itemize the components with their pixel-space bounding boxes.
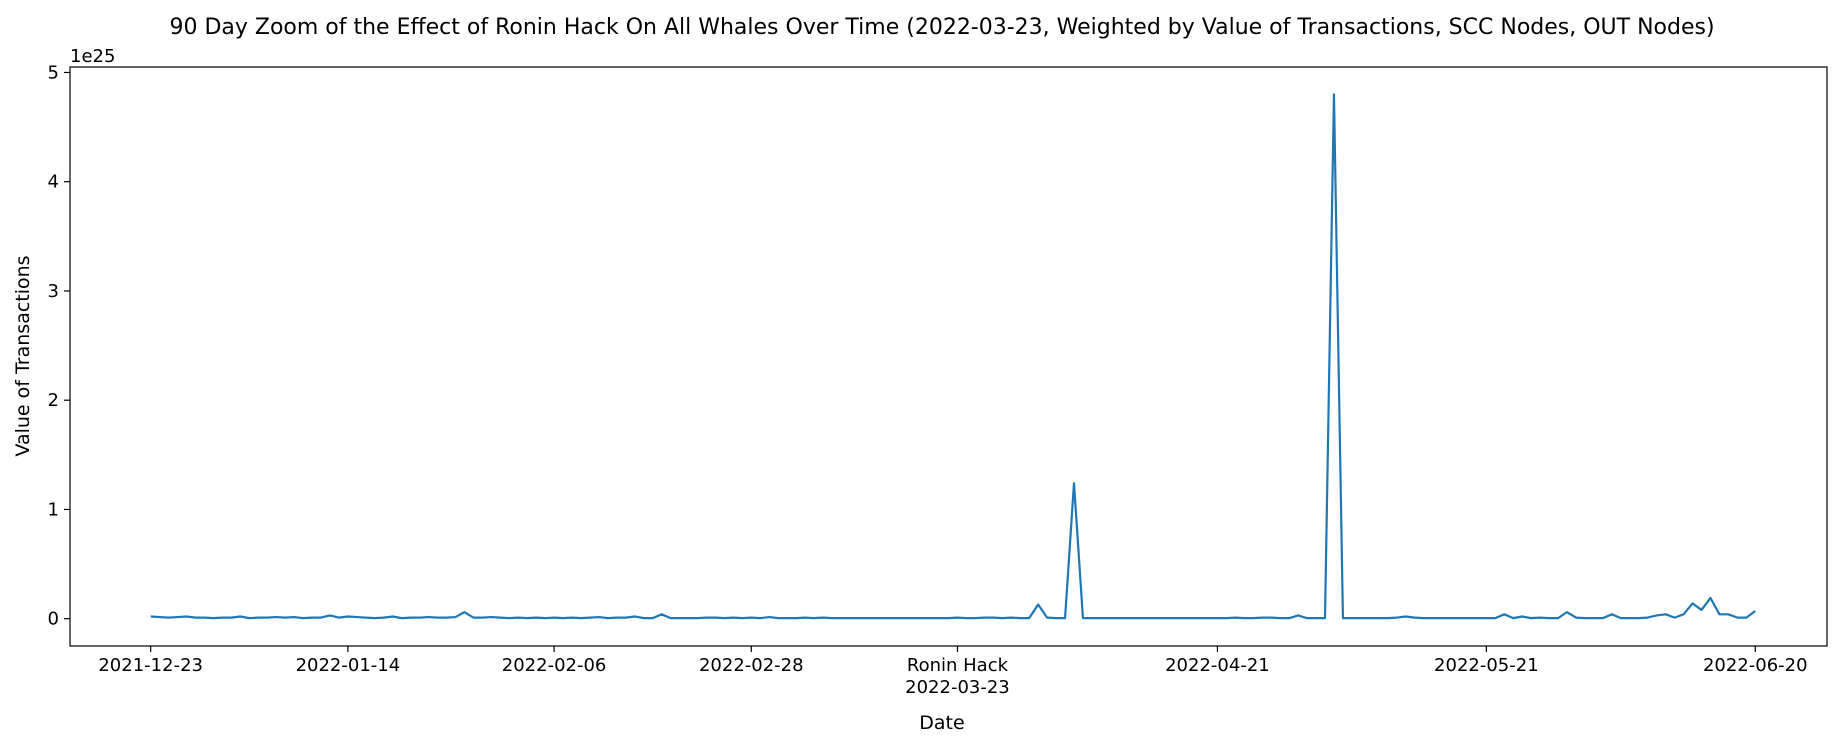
y-axis-label: Value of Transactions bbox=[12, 255, 34, 456]
x-axis: 2021-12-23 2022-01-14 2022-02-06 2022-02-28… bbox=[98, 646, 1808, 698]
x-tick-label: 2022-03-23 bbox=[905, 677, 1010, 698]
y-tick-label: 4 bbox=[48, 172, 59, 193]
y-tick-label: 2 bbox=[48, 390, 59, 411]
x-tick-label: 2022-04-21 bbox=[1165, 655, 1270, 676]
x-tick-label: 2022-05-21 bbox=[1434, 655, 1539, 676]
annotation-label: Ronin Hack bbox=[907, 655, 1009, 676]
y-tick-label: 3 bbox=[48, 281, 59, 302]
y-axis: 0 1 2 3 4 5 bbox=[48, 62, 70, 630]
y-tick-label: 5 bbox=[48, 62, 59, 83]
x-tick-label: 2022-02-28 bbox=[699, 655, 804, 676]
plot-frame bbox=[69, 66, 1828, 647]
x-axis-label: Date bbox=[919, 712, 964, 734]
x-tick-label: 2022-02-06 bbox=[502, 655, 607, 676]
x-tick-label: 2022-01-14 bbox=[296, 655, 401, 676]
y-tick-label: 0 bbox=[48, 609, 59, 630]
y-tick-label: 1 bbox=[48, 499, 59, 520]
y-offset-text: 1e25 bbox=[70, 46, 115, 67]
series-line bbox=[150, 93, 1756, 620]
chart-title: 90 Day Zoom of the Effect of Ronin Hack … bbox=[169, 15, 1714, 40]
x-tick-label: 2022-06-20 bbox=[1703, 655, 1808, 676]
x-tick-label: 2021-12-23 bbox=[98, 655, 203, 676]
